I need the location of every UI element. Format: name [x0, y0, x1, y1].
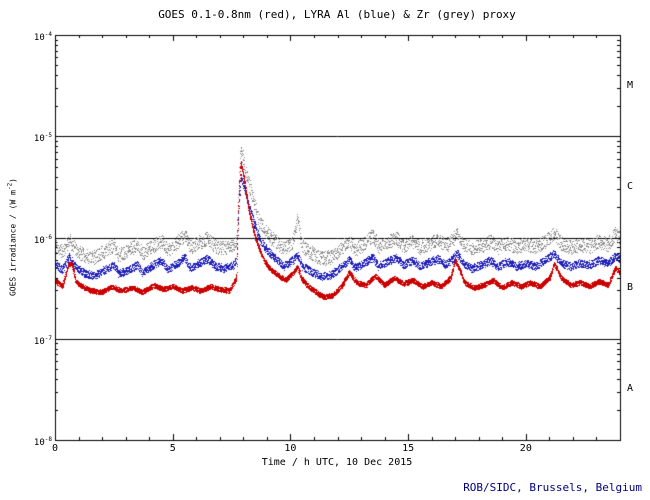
x-tick-label: 20	[519, 443, 532, 454]
y-tick-label: 10-6	[33, 233, 52, 246]
x-axis-label: Time / h UTC, 10 Dec 2015	[261, 457, 413, 468]
credit-text: ROB/SIDC, Brussels, Belgium	[463, 481, 642, 494]
y-tick-label: 10-4	[33, 31, 52, 43]
y-tick-label: 10-8	[33, 436, 52, 448]
y-axis-label-close: )	[8, 177, 18, 183]
chart-title: GOES 0.1-0.8nm (red), LYRA Al (blue) & Z…	[158, 8, 516, 21]
y-axis-label-text: GOES irradiance / (W m	[8, 190, 18, 297]
flare-class-label-c: C	[627, 180, 634, 192]
y-tick-label: 10-7	[33, 334, 52, 347]
y-axis-label-exponent: -2	[6, 182, 14, 191]
flare-class-label-m: M	[627, 79, 634, 91]
flare-class-label-b: B	[627, 282, 634, 294]
x-tick-label: 0	[51, 443, 59, 454]
flare-class-label-a: A	[627, 383, 634, 395]
y-axis-label: GOES irradiance / (W m-2)	[7, 178, 18, 296]
x-tick-label: 15	[402, 443, 415, 454]
y-tick-label: 10-5	[33, 132, 52, 145]
x-tick-label: 10	[284, 443, 297, 454]
x-tick-label: 5	[169, 443, 176, 454]
